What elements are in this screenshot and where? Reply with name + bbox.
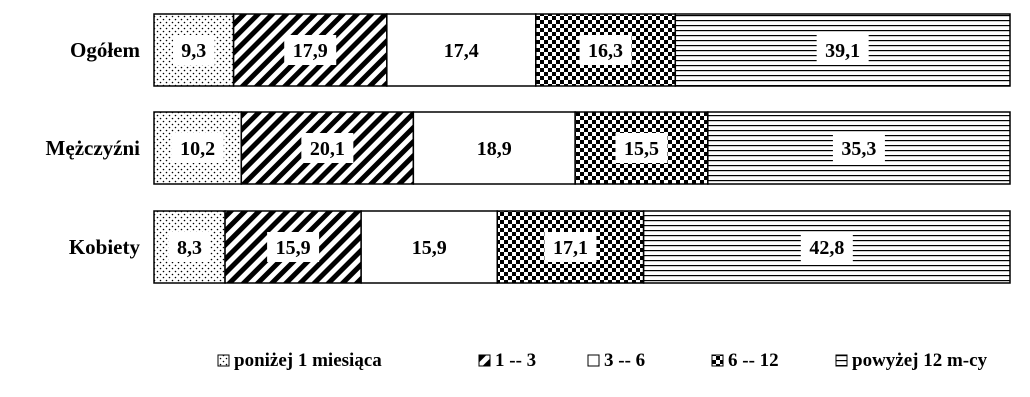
data-label-background [579,35,632,65]
data-label-background [544,232,597,262]
data-label-background [800,232,853,262]
data-label-background [173,35,215,65]
category-label: Mężczyźni [46,136,141,160]
legend-label: powyżej 12 m-cy [852,350,988,371]
data-label: 9,3 [181,40,206,62]
legend: poniżej 1 miesiąca 1 -- 3 3 -- 6 6 -- 12 pow… [217,350,988,371]
legend-label: poniżej 1 miesiąca [234,350,382,371]
legend-swatch [478,354,491,367]
data-label-background [468,133,521,163]
category-label: Kobiety [69,235,141,259]
data-label: 42,8 [809,237,844,259]
data-label-background [267,232,320,262]
bar-row-mezczyzni: Mężczyźni 10,2 20,1 18,9 15,5 35,3 [46,111,1011,185]
data-label: 17,9 [293,40,328,62]
bar-segment-powyzej-12-m-cy [707,111,1011,185]
legend-item-6-12: 6 -- 12 [711,350,779,371]
data-label-background [615,133,668,163]
legend-label: 1 -- 3 [495,350,536,371]
data-label: 20,1 [310,138,345,160]
bar-row-ogolem: Ogółem 9,3 17,9 17,4 16,3 39,1 [70,13,1011,87]
legend-item-3-6: 3 -- 6 [587,350,645,371]
legend-swatch [711,354,724,367]
data-label: 15,5 [624,138,659,160]
data-label-background [832,133,885,163]
category-label: Ogółem [70,38,140,62]
data-label-background [435,35,488,65]
legend-label: 3 -- 6 [604,350,645,371]
legend-item-1-3: 1 -- 3 [478,350,536,371]
data-label: 10,2 [180,138,215,160]
data-label: 8,3 [177,237,202,259]
data-label-background [816,35,869,65]
data-label-background [403,232,456,262]
data-label: 15,9 [412,237,447,259]
data-label: 17,1 [553,237,588,259]
data-label: 18,9 [477,138,512,160]
legend-swatch [587,354,600,367]
plot-area: Ogółem 9,3 17,9 17,4 16,3 39,1 Mężczyźni 10,2 20… [46,13,1011,284]
legend-swatch [835,354,848,367]
data-label: 35,3 [841,138,876,160]
legend-swatch [217,354,230,367]
data-label-background [168,232,211,262]
data-label-background [171,133,224,163]
data-label: 17,4 [444,40,479,62]
legend-label: 6 -- 12 [728,350,779,371]
data-label-background [284,35,337,65]
legend-item-powyzej-12-m-cy: powyżej 12 m-cy [835,350,988,371]
data-label: 39,1 [825,40,860,62]
bar-row-kobiety: Kobiety 8,3 15,9 15,9 17,1 42,8 [69,210,1011,284]
legend-item-ponizej-1-miesiaca: poniżej 1 miesiąca [217,350,382,371]
data-label: 15,9 [276,237,311,259]
data-label: 16,3 [588,40,623,62]
data-label-background [301,133,354,163]
